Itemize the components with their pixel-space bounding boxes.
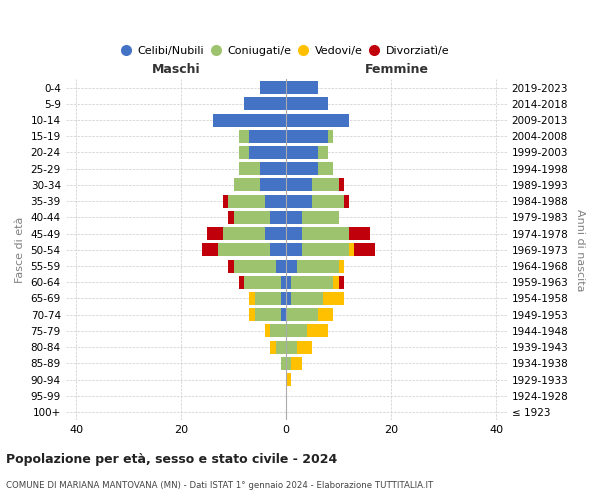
Bar bbox=[271, 340, 275, 353]
Bar bbox=[286, 373, 292, 386]
Bar bbox=[349, 227, 370, 240]
Bar bbox=[254, 292, 281, 305]
Bar bbox=[281, 292, 286, 305]
Bar bbox=[244, 276, 281, 288]
Bar bbox=[271, 324, 286, 338]
Bar bbox=[355, 244, 376, 256]
Bar bbox=[286, 276, 292, 288]
Bar bbox=[323, 292, 344, 305]
Bar bbox=[339, 276, 344, 288]
Bar bbox=[239, 146, 250, 159]
Bar bbox=[302, 244, 349, 256]
Bar bbox=[265, 227, 286, 240]
Bar bbox=[265, 194, 286, 207]
Bar bbox=[286, 324, 307, 338]
Bar bbox=[233, 178, 260, 192]
Bar bbox=[223, 194, 229, 207]
Bar bbox=[229, 211, 233, 224]
Bar bbox=[233, 211, 271, 224]
Bar bbox=[239, 162, 260, 175]
Bar bbox=[286, 357, 292, 370]
Bar bbox=[286, 211, 302, 224]
Bar bbox=[292, 357, 302, 370]
Bar bbox=[339, 178, 344, 192]
Bar bbox=[286, 308, 317, 321]
Bar bbox=[229, 194, 265, 207]
Bar bbox=[317, 146, 328, 159]
Bar bbox=[250, 308, 254, 321]
Bar bbox=[292, 276, 334, 288]
Bar bbox=[271, 211, 286, 224]
Bar bbox=[212, 114, 286, 126]
Bar bbox=[286, 244, 302, 256]
Bar bbox=[286, 98, 328, 110]
Bar bbox=[296, 340, 313, 353]
Bar bbox=[313, 194, 344, 207]
Bar bbox=[307, 324, 328, 338]
Bar bbox=[229, 260, 233, 272]
Bar bbox=[349, 244, 355, 256]
Bar bbox=[339, 260, 344, 272]
Bar bbox=[223, 227, 265, 240]
Bar bbox=[286, 130, 328, 143]
Bar bbox=[328, 130, 334, 143]
Bar bbox=[286, 292, 292, 305]
Bar bbox=[313, 178, 339, 192]
Y-axis label: Anni di nascita: Anni di nascita bbox=[575, 208, 585, 291]
Bar bbox=[265, 324, 271, 338]
Bar bbox=[334, 276, 339, 288]
Bar bbox=[286, 260, 296, 272]
Bar bbox=[286, 178, 313, 192]
Y-axis label: Fasce di età: Fasce di età bbox=[15, 216, 25, 283]
Bar bbox=[260, 81, 286, 94]
Bar bbox=[286, 114, 349, 126]
Bar bbox=[275, 260, 286, 272]
Bar bbox=[260, 162, 286, 175]
Bar bbox=[271, 244, 286, 256]
Bar bbox=[281, 308, 286, 321]
Bar bbox=[286, 340, 296, 353]
Bar bbox=[317, 162, 334, 175]
Bar bbox=[275, 340, 286, 353]
Bar bbox=[302, 227, 349, 240]
Text: Popolazione per età, sesso e stato civile - 2024: Popolazione per età, sesso e stato civil… bbox=[6, 452, 337, 466]
Bar bbox=[281, 357, 286, 370]
Bar bbox=[218, 244, 271, 256]
Bar bbox=[250, 130, 286, 143]
Legend: Celibi/Nubili, Coniugati/e, Vedovi/e, Divorziatì/e: Celibi/Nubili, Coniugati/e, Vedovi/e, Di… bbox=[118, 41, 454, 60]
Bar bbox=[254, 308, 281, 321]
Bar bbox=[286, 81, 317, 94]
Bar bbox=[250, 146, 286, 159]
Bar bbox=[250, 292, 254, 305]
Bar bbox=[286, 162, 317, 175]
Text: Maschi: Maschi bbox=[152, 63, 200, 76]
Bar bbox=[244, 98, 286, 110]
Bar bbox=[286, 227, 302, 240]
Bar bbox=[286, 194, 313, 207]
Bar bbox=[302, 211, 339, 224]
Bar bbox=[281, 276, 286, 288]
Bar bbox=[344, 194, 349, 207]
Bar bbox=[208, 227, 223, 240]
Bar bbox=[239, 276, 244, 288]
Bar bbox=[233, 260, 275, 272]
Bar bbox=[317, 308, 334, 321]
Bar bbox=[292, 292, 323, 305]
Text: Femmine: Femmine bbox=[364, 63, 428, 76]
Bar bbox=[260, 178, 286, 192]
Bar bbox=[286, 146, 317, 159]
Bar bbox=[202, 244, 218, 256]
Text: COMUNE DI MARIANA MANTOVANA (MN) - Dati ISTAT 1° gennaio 2024 - Elaborazione TUT: COMUNE DI MARIANA MANTOVANA (MN) - Dati … bbox=[6, 480, 433, 490]
Bar bbox=[296, 260, 339, 272]
Bar bbox=[239, 130, 250, 143]
